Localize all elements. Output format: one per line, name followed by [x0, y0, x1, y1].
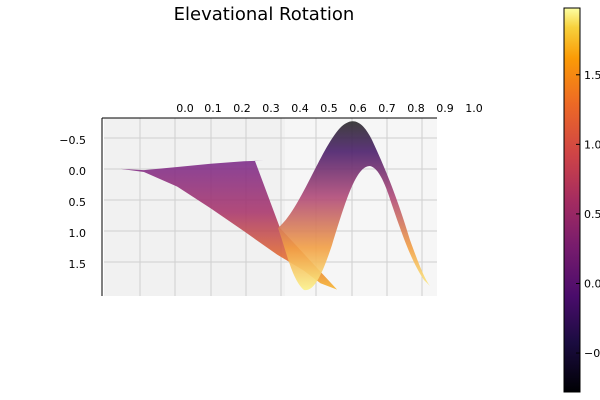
x-tick-label: 0.5 — [320, 102, 338, 115]
y-tick-label: 1.0 — [69, 227, 87, 240]
y-tick-labels: −0.5 0.0 0.5 1.0 1.5 — [59, 134, 86, 271]
colorbar-ticks: 1.5 1.0 0.5 0.0 −0.5 — [576, 69, 600, 360]
colorbar-tick-label: 0.0 — [584, 277, 600, 290]
colorbar-gradient — [563, 7, 581, 393]
surface-mesh — [120, 121, 430, 291]
colorbar: 1.5 1.0 0.5 0.0 −0.5 — [563, 7, 600, 393]
x-tick-label: 0.7 — [378, 102, 396, 115]
x-tick-label: 0.0 — [176, 102, 194, 115]
x-tick-label: 0.1 — [204, 102, 222, 115]
colorbar-tick-label: −0.5 — [584, 347, 600, 360]
x-tick-label: 1.0 — [465, 102, 483, 115]
surface-left-fin — [120, 160, 338, 290]
x-tick-label: 0.2 — [233, 102, 251, 115]
x-tick-label: 0.6 — [349, 102, 367, 115]
x-tick-label: 0.4 — [291, 102, 309, 115]
y-tick-label: 0.5 — [69, 196, 87, 209]
x-tick-label: 0.8 — [407, 102, 425, 115]
axes — [101, 117, 437, 296]
y-tick-label: −0.5 — [59, 134, 86, 147]
surface-right-wave — [278, 121, 430, 291]
x-tick-label: 0.3 — [262, 102, 280, 115]
chart-title: Elevational Rotation — [174, 4, 355, 25]
y-tick-label: 1.5 — [69, 258, 87, 271]
colorbar-tick-label: 1.5 — [584, 69, 600, 82]
x-tick-labels: 0.0 0.1 0.2 0.3 0.4 0.5 0.6 0.7 0.8 0.9 1.0 — [176, 102, 483, 115]
grid-lines — [104, 118, 437, 296]
colorbar-tick-label: 1.0 — [584, 138, 600, 151]
x-tick-label: 0.9 — [436, 102, 454, 115]
plot-area: 0.0 0.1 0.2 0.3 0.4 0.5 0.6 0.7 0.8 0.9 1.0 −0.5 0.… — [59, 102, 483, 296]
colorbar-tick-label: 0.5 — [584, 208, 600, 221]
y-tick-label: 0.0 — [69, 165, 87, 178]
